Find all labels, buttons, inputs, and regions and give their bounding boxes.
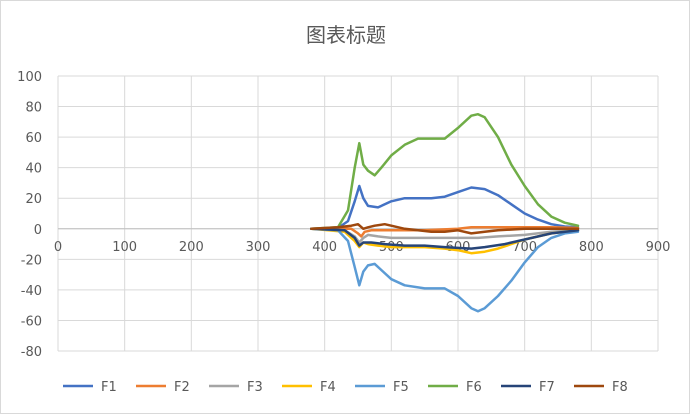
legend-label-f5: F5 <box>393 380 409 395</box>
x-tick-label: 0 <box>54 240 62 255</box>
legend: F1 F2 F3 F4 F5 F6 F7 F8 <box>63 380 628 395</box>
x-tick-label: 400 <box>312 240 337 255</box>
y-tick-label: 100 <box>17 70 42 85</box>
y-tick-label: -80 <box>21 345 42 360</box>
y-tick-label: 40 <box>25 162 42 177</box>
x-tick-label: 100 <box>112 240 137 255</box>
y-tick-label: 0 <box>34 223 42 238</box>
x-tick-label: 700 <box>512 240 537 255</box>
legend-label-f3: F3 <box>247 380 263 395</box>
legend-label-f4: F4 <box>320 380 336 395</box>
legend-label-f1: F1 <box>101 380 117 395</box>
x-tick-label: 200 <box>179 240 204 255</box>
y-tick-label: -40 <box>21 284 42 299</box>
grid-layer <box>57 75 659 352</box>
series-line-f6 <box>310 112 580 231</box>
series-line-f1 <box>310 184 580 231</box>
series-line-f5 <box>310 227 580 313</box>
series-layer <box>310 112 580 313</box>
y-tick-label: 60 <box>25 131 42 146</box>
y-tick-label: 20 <box>25 192 42 207</box>
y-tick-label: 80 <box>25 101 42 116</box>
legend-label-f7: F7 <box>539 380 555 395</box>
series-line-f7 <box>310 227 580 250</box>
series-line-f8 <box>310 222 580 235</box>
chart-title: 图表标题 <box>306 23 386 47</box>
y-tick-label: -60 <box>21 314 42 329</box>
legend-label-f8: F8 <box>612 380 628 395</box>
y-tick-label: -20 <box>21 253 42 268</box>
x-tick-label: 900 <box>646 240 671 255</box>
legend-label-f6: F6 <box>466 380 482 395</box>
legend-label-f2: F2 <box>174 380 190 395</box>
x-tick-label: 300 <box>246 240 271 255</box>
x-tick-label: 800 <box>579 240 604 255</box>
